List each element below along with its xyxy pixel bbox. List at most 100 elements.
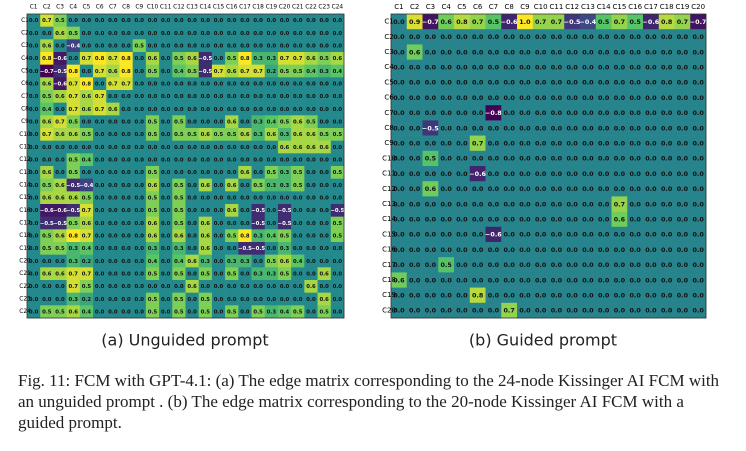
cell-label: 0.0 bbox=[598, 307, 610, 315]
heatmap-cell bbox=[106, 102, 120, 116]
heatmap-cell bbox=[532, 14, 549, 30]
cell-label: 0.0 bbox=[645, 185, 657, 193]
cell-label: 0.0 bbox=[425, 94, 437, 102]
column-label: C12 bbox=[173, 5, 185, 11]
cell-label: 0.0 bbox=[306, 259, 316, 265]
cell-label: 0.0 bbox=[566, 200, 578, 208]
cell-label: 0.6 bbox=[293, 145, 303, 151]
cell-label: 0.0 bbox=[566, 33, 578, 41]
cell-label: 0.0 bbox=[440, 170, 452, 178]
heatmap-cell bbox=[304, 90, 318, 103]
heatmap-cell bbox=[485, 90, 502, 106]
cell-label: 0.0 bbox=[692, 33, 704, 41]
heatmap-cell bbox=[627, 120, 644, 136]
cell-label: 0.0 bbox=[319, 31, 329, 37]
heatmap-cell bbox=[119, 128, 133, 141]
cell-label: 0.0 bbox=[472, 64, 484, 72]
cell-label: 0.0 bbox=[456, 216, 468, 224]
cell-label: 0.0 bbox=[161, 132, 171, 138]
cell-label: 0.0 bbox=[174, 107, 184, 113]
cell-label: 0.5 bbox=[82, 132, 92, 138]
cell-label: 0.0 bbox=[598, 170, 610, 178]
heatmap-cell bbox=[27, 128, 41, 141]
cell-label: 0.3 bbox=[69, 246, 79, 252]
heatmap-cell bbox=[66, 153, 81, 167]
cell-label: −0.7 bbox=[40, 69, 54, 75]
heatmap-cell bbox=[643, 257, 660, 273]
heatmap-cell bbox=[225, 178, 239, 192]
heatmap-cell bbox=[225, 254, 239, 268]
cell-label: 0.0 bbox=[645, 109, 657, 117]
cell-label: 0.9 bbox=[409, 18, 421, 26]
heatmap-cell bbox=[406, 135, 423, 152]
cell-label: 0.6 bbox=[55, 195, 65, 201]
heatmap-cell bbox=[304, 305, 318, 319]
cell-label: 0.0 bbox=[227, 145, 237, 151]
heatmap-cell bbox=[454, 90, 471, 106]
cell-label: 0.0 bbox=[629, 94, 641, 102]
heatmap-cell bbox=[225, 166, 239, 179]
heatmap-cell bbox=[330, 305, 345, 319]
heatmap-cell bbox=[27, 280, 41, 293]
heatmap-cell bbox=[658, 74, 675, 91]
heatmap-cell bbox=[185, 102, 200, 116]
cell-label: 0.0 bbox=[661, 140, 673, 148]
column-label: C13 bbox=[186, 5, 198, 11]
heatmap-cell bbox=[291, 242, 305, 255]
cell-label: 0.7 bbox=[472, 18, 483, 26]
cell-label: 0.0 bbox=[214, 18, 224, 24]
cell-label: 0.0 bbox=[456, 79, 468, 87]
cell-label: 0.0 bbox=[319, 183, 329, 189]
cell-label: 0.0 bbox=[614, 231, 626, 239]
cell-label: 0.0 bbox=[29, 81, 39, 87]
heatmap-cell bbox=[93, 14, 107, 27]
cell-label: 0.0 bbox=[677, 170, 689, 178]
heatmap-cell bbox=[225, 191, 239, 205]
cell-label: 0.6 bbox=[425, 185, 437, 193]
cell-label: 0.6 bbox=[440, 18, 452, 26]
heatmap-cell bbox=[304, 178, 318, 192]
cell-label: 0.5 bbox=[69, 221, 79, 227]
heatmap-cell bbox=[690, 211, 707, 228]
cell-label: 0.0 bbox=[472, 79, 484, 87]
heatmap-cell bbox=[132, 39, 147, 53]
cell-label: 0.0 bbox=[161, 94, 171, 100]
row-label: C18 bbox=[382, 275, 396, 284]
cell-label: 0.0 bbox=[582, 292, 594, 300]
cell-label: 0.0 bbox=[503, 79, 515, 87]
cell-label: 0.0 bbox=[42, 157, 52, 163]
cell-label: 0.0 bbox=[108, 31, 118, 37]
cell-label: 0.0 bbox=[135, 132, 145, 138]
heatmap-cell bbox=[674, 74, 691, 91]
cell-label: 0.0 bbox=[135, 233, 145, 239]
cell-label: 0.0 bbox=[629, 231, 641, 239]
heatmap-cell bbox=[580, 135, 597, 152]
heatmap-cell bbox=[304, 229, 318, 243]
heatmap-cell bbox=[159, 254, 173, 268]
cell-label: 0.0 bbox=[240, 94, 250, 100]
heatmap-cell bbox=[93, 39, 107, 53]
heatmap-cell bbox=[53, 254, 67, 268]
cell-label: 0.0 bbox=[692, 307, 704, 315]
heatmap-cell bbox=[211, 52, 226, 65]
heatmap-cell bbox=[422, 90, 439, 106]
cell-label: 0.0 bbox=[121, 43, 131, 49]
heatmap-cell bbox=[251, 166, 266, 179]
heatmap-cell bbox=[595, 150, 612, 167]
heatmap-cell bbox=[406, 272, 423, 288]
heatmap-cell bbox=[79, 52, 94, 65]
heatmap-cell bbox=[690, 29, 707, 45]
heatmap-cell bbox=[277, 39, 292, 53]
heatmap-cell bbox=[406, 59, 423, 76]
cell-label: 0.0 bbox=[161, 233, 171, 239]
heatmap-cell bbox=[548, 196, 565, 212]
cell-label: 0.0 bbox=[253, 259, 263, 265]
cell-label: 0.0 bbox=[161, 145, 171, 151]
heatmap-cell bbox=[422, 29, 439, 45]
row-label: C17 bbox=[382, 260, 396, 269]
cell-label: 0.0 bbox=[488, 200, 500, 208]
cell-label: 0.0 bbox=[108, 297, 118, 303]
cell-label: 0.0 bbox=[551, 231, 563, 239]
cell-label: 0.0 bbox=[187, 119, 197, 125]
heatmap-cell bbox=[595, 302, 612, 319]
